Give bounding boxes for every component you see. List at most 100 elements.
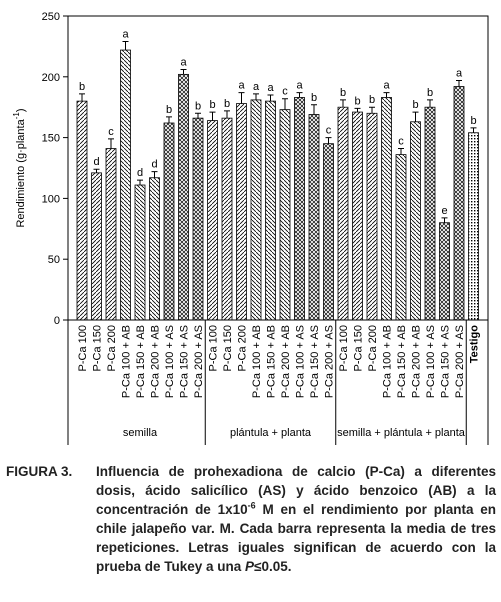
letter-label: b [224,98,230,110]
letter-label: c [398,136,404,148]
x-tick-label: P-Ca 150 [353,325,365,371]
y-label-sup: -1 [12,112,21,120]
x-tick-label: P-Ca 100 + AS [295,325,307,398]
caption: FIGURA 3. Influencia de prohexadiona de … [6,462,496,576]
caption-sup: -6 [247,500,256,511]
chart: Rendimiento (g·planta-1) 0 50 100 150 200 250… [12,11,489,445]
error-bar [456,79,462,87]
bar [250,99,262,321]
x-tick-label: P-Ca 150 + AB [135,325,147,398]
letter-label: b [166,104,172,116]
error-bar [267,94,274,102]
error-bar [369,106,375,114]
letter-label: b [340,87,346,99]
x-tick-label: P-Ca 100 [338,325,350,371]
y-axis-label: Rendimiento (g·planta-1) [12,108,27,227]
bar [352,111,363,321]
letter-label: b [470,115,476,127]
letter-label: a [122,29,129,41]
error-bar [470,127,477,133]
letter-label: a [180,57,187,69]
x-tick-label: P-Ca 200 + AB [280,325,292,398]
letter-label: d [151,159,157,171]
bar [366,112,378,321]
group-label: plántula + planta [230,427,312,439]
caption-italic: P [245,559,255,574]
letter-label: b [412,99,418,111]
group-label: semilla [123,427,158,439]
y-label-end: ) [15,108,27,112]
bar [105,148,117,321]
bar [120,49,131,321]
group-label: semilla + plántula + planta [337,427,466,439]
error-bar [354,107,361,113]
error-bar [383,92,390,98]
x-tick-label: Testigo [469,325,481,364]
x-tick-label: P-Ca 100 + AB [382,325,394,398]
caption-body: Influencia de prohexadiona de calcio (P-… [96,462,496,576]
x-tick-label: P-Ca 150 [92,325,104,371]
y-tick-label: 150 [42,133,60,145]
bar [381,97,392,321]
letter-label: e [441,205,447,217]
bar [337,106,349,321]
x-tick-label: P-Ca 150 + AS [309,325,321,398]
y-tick-label: 0 [54,315,60,327]
x-tick-label: P-Ca 100 + AS [425,325,437,398]
letter-label: c [108,126,114,138]
bar [308,114,320,321]
letter-label: c [326,125,332,137]
bar [410,121,421,321]
bar [453,86,465,321]
letter-label: a [296,80,303,92]
letter-label: b [79,81,85,93]
letter-label: a [267,82,274,94]
bar [468,132,479,321]
letter-label: a [456,67,463,79]
x-tick-label: P-Ca 200 [367,325,379,371]
letter-label: b [311,92,317,104]
x-tick-label: P-Ca 200 + AS [193,325,205,398]
error-bar [441,217,448,223]
x-tick-label: P-Ca 200 + AS [324,325,336,398]
x-tick-label: P-Ca 150 + AB [266,325,278,398]
bar [91,172,102,321]
bar [76,100,88,321]
bar [439,222,450,321]
letter-label: b [195,100,201,112]
letter-label: b [369,94,375,106]
error-bar [398,148,404,155]
letter-label: a [253,81,260,93]
error-bar [296,92,303,98]
x-tick-label: P-Ca 200 [237,325,249,371]
error-bar [79,93,85,102]
x-tick-label: P-Ca 100 + AS [164,325,176,398]
error-bar [180,69,187,75]
bar [207,120,218,321]
error-bar [209,111,216,121]
letter-label: b [354,95,360,107]
bar [323,143,334,321]
x-tick-label: P-Ca 100 [208,325,220,371]
x-tick-label: P-Ca 100 + AB [121,325,133,398]
letter-label: b [427,87,433,99]
error-bar [224,110,230,119]
x-tick-label: P-Ca 100 [77,325,89,371]
x-tick-label: P-Ca 150 + AB [396,325,408,398]
error-bar [122,41,129,51]
error-bar [340,99,346,108]
error-bar [238,92,245,104]
caption-label: FIGURA 3. [6,464,73,479]
x-tick-label: P-Ca 100 + AB [251,325,263,398]
bar [192,117,204,321]
bar [424,106,436,321]
y-label-text: Rendimiento (g·planta [15,118,27,227]
plot-frame [67,15,489,321]
error-bar [93,168,100,173]
y-tick-label: 200 [42,72,60,84]
letter-label: b [209,99,215,111]
error-bar [282,98,288,110]
bar [279,109,291,321]
bar [395,154,407,321]
error-bar [412,111,419,122]
